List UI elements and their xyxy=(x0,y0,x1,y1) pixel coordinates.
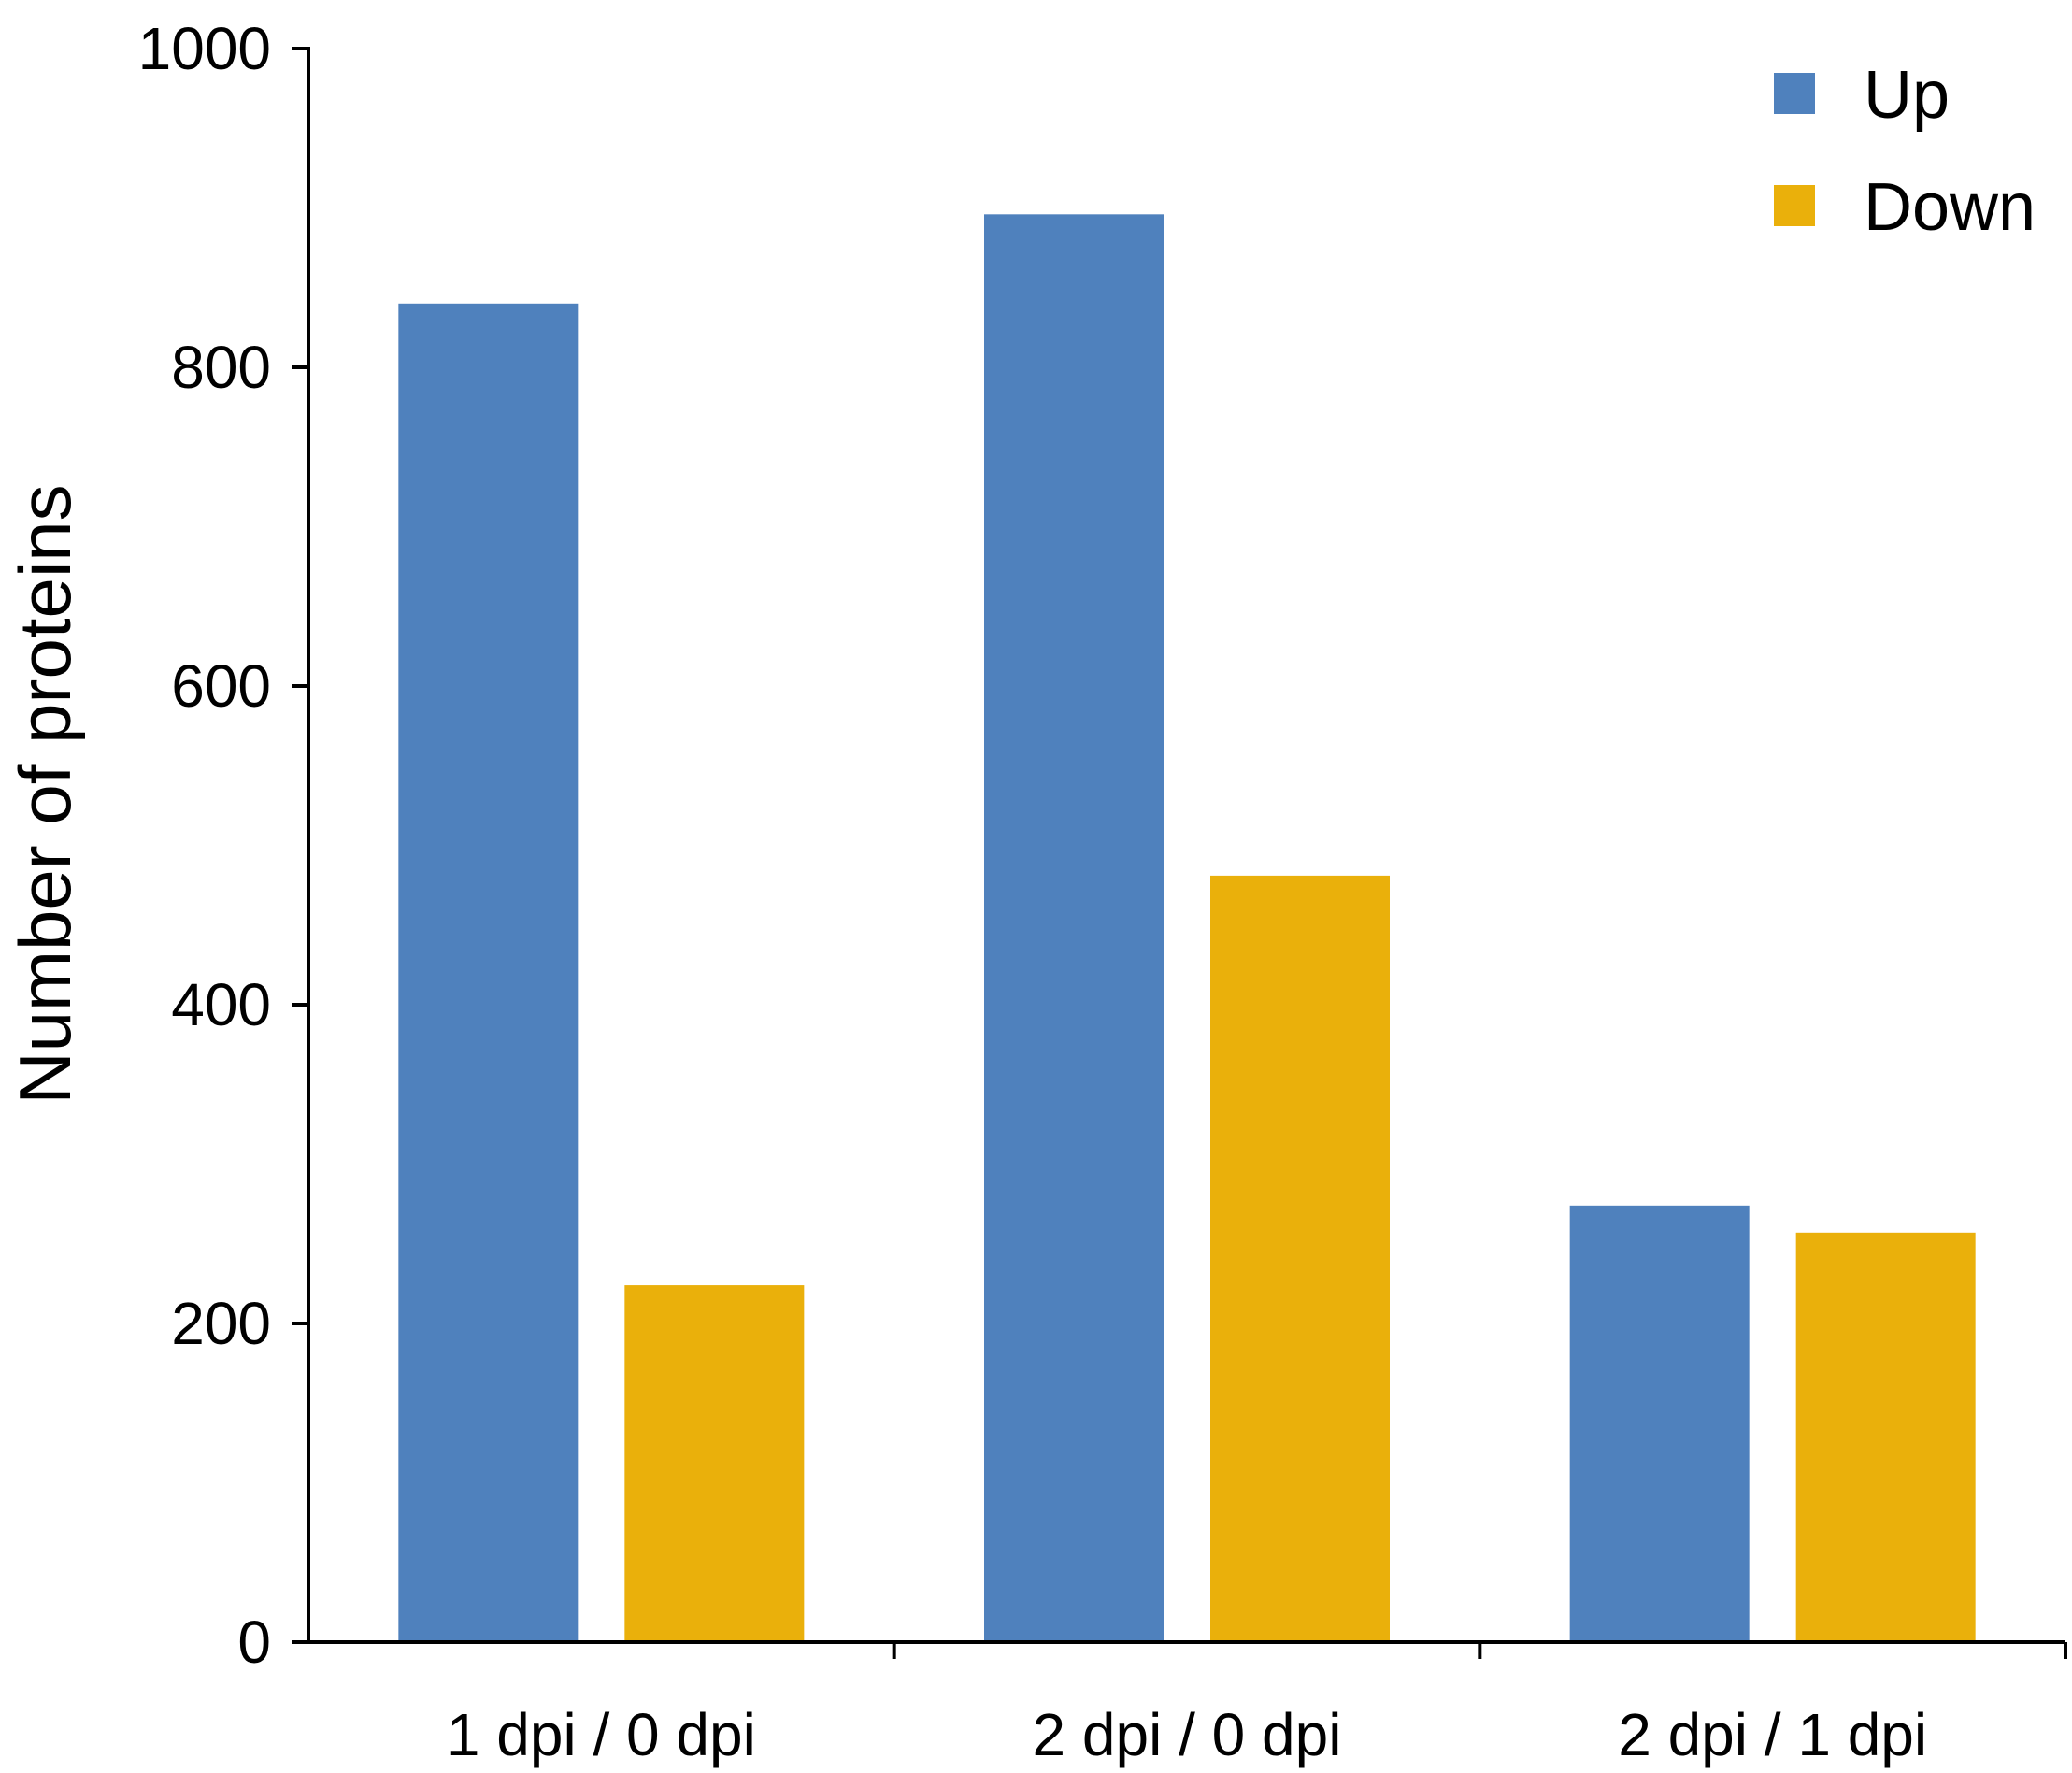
bar-down xyxy=(1210,875,1390,1642)
legend-label-up: Up xyxy=(1864,58,1950,133)
legend-swatch-up xyxy=(1774,73,1815,114)
y-tick-label: 1000 xyxy=(138,15,271,82)
legend-label-down: Down xyxy=(1864,170,2036,245)
x-category-label: 2 dpi / 0 dpi xyxy=(1033,1701,1342,1768)
y-tick-label: 800 xyxy=(171,334,271,401)
x-category-label: 2 dpi / 1 dpi xyxy=(1618,1701,1927,1768)
y-axis-title: Number of proteins xyxy=(4,484,86,1104)
bar-up xyxy=(1569,1205,1750,1642)
legend: Up Down xyxy=(1774,58,2036,245)
legend-swatch-down xyxy=(1774,185,1815,226)
bar-down xyxy=(624,1285,805,1642)
y-tick-label: 0 xyxy=(237,1609,271,1676)
y-axis-ticks: 0 200 400 600 800 1000 xyxy=(138,15,308,1676)
y-tick-label: 600 xyxy=(171,652,271,720)
bar-down xyxy=(1795,1232,1976,1642)
axes xyxy=(307,47,2067,1659)
x-category-label: 1 dpi / 0 dpi xyxy=(447,1701,756,1768)
y-tick-label: 400 xyxy=(171,971,271,1038)
bars xyxy=(398,214,1976,1642)
bar-up xyxy=(984,214,1164,1642)
y-tick-label: 200 xyxy=(171,1290,271,1357)
bar-up xyxy=(398,303,579,1642)
x-axis-labels: 1 dpi / 0 dpi 2 dpi / 0 dpi 2 dpi / 1 dpi xyxy=(447,1701,1927,1768)
